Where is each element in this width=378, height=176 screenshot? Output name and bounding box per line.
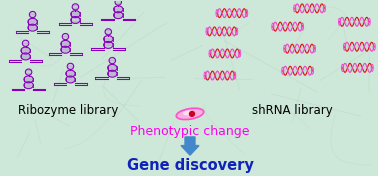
Ellipse shape xyxy=(301,44,304,53)
Ellipse shape xyxy=(243,8,246,18)
Ellipse shape xyxy=(351,42,353,51)
FancyArrow shape xyxy=(181,137,199,155)
Text: Phenotypic change: Phenotypic change xyxy=(130,125,250,138)
Ellipse shape xyxy=(311,44,313,53)
Ellipse shape xyxy=(306,4,308,13)
Ellipse shape xyxy=(363,63,366,73)
Ellipse shape xyxy=(369,63,371,73)
Ellipse shape xyxy=(216,49,219,58)
Ellipse shape xyxy=(226,49,229,58)
Ellipse shape xyxy=(289,22,291,31)
Ellipse shape xyxy=(301,4,304,13)
Ellipse shape xyxy=(366,42,368,51)
Ellipse shape xyxy=(349,63,351,73)
Ellipse shape xyxy=(296,44,299,53)
Ellipse shape xyxy=(289,66,291,75)
Ellipse shape xyxy=(183,110,193,115)
Ellipse shape xyxy=(231,49,234,58)
Ellipse shape xyxy=(231,71,234,80)
Ellipse shape xyxy=(304,66,307,75)
Ellipse shape xyxy=(291,44,294,53)
Circle shape xyxy=(189,112,194,116)
Ellipse shape xyxy=(284,66,287,75)
Ellipse shape xyxy=(226,71,229,80)
Ellipse shape xyxy=(176,108,204,120)
Ellipse shape xyxy=(321,4,323,13)
Ellipse shape xyxy=(353,63,356,73)
Ellipse shape xyxy=(211,49,214,58)
Ellipse shape xyxy=(308,66,311,75)
Ellipse shape xyxy=(361,42,363,51)
Ellipse shape xyxy=(299,66,301,75)
Ellipse shape xyxy=(316,4,318,13)
Ellipse shape xyxy=(344,63,346,73)
Ellipse shape xyxy=(356,42,358,51)
Ellipse shape xyxy=(345,42,349,51)
Ellipse shape xyxy=(216,71,219,80)
Ellipse shape xyxy=(345,17,349,26)
Ellipse shape xyxy=(299,22,301,31)
Ellipse shape xyxy=(206,71,209,80)
Text: shRNA library: shRNA library xyxy=(252,104,333,117)
Ellipse shape xyxy=(213,27,216,36)
Ellipse shape xyxy=(370,42,373,51)
Ellipse shape xyxy=(218,27,221,36)
Ellipse shape xyxy=(228,8,231,18)
Ellipse shape xyxy=(284,22,287,31)
Ellipse shape xyxy=(238,8,241,18)
Ellipse shape xyxy=(294,66,296,75)
Ellipse shape xyxy=(223,8,226,18)
Ellipse shape xyxy=(361,17,363,26)
Ellipse shape xyxy=(311,4,313,13)
Ellipse shape xyxy=(296,4,299,13)
Ellipse shape xyxy=(350,17,353,26)
Ellipse shape xyxy=(228,27,231,36)
Ellipse shape xyxy=(294,22,296,31)
Ellipse shape xyxy=(358,63,361,73)
Ellipse shape xyxy=(221,49,224,58)
Ellipse shape xyxy=(218,8,221,18)
Ellipse shape xyxy=(274,22,277,31)
Ellipse shape xyxy=(223,27,226,36)
Ellipse shape xyxy=(233,8,235,18)
Ellipse shape xyxy=(341,17,343,26)
Ellipse shape xyxy=(236,49,239,58)
Ellipse shape xyxy=(366,17,368,26)
Text: Ribozyme library: Ribozyme library xyxy=(18,104,119,117)
Text: Gene discovery: Gene discovery xyxy=(127,158,253,173)
Ellipse shape xyxy=(306,44,308,53)
Ellipse shape xyxy=(286,44,288,53)
Ellipse shape xyxy=(221,71,224,80)
Ellipse shape xyxy=(233,27,235,36)
Ellipse shape xyxy=(211,71,214,80)
Ellipse shape xyxy=(279,22,282,31)
Ellipse shape xyxy=(355,17,358,26)
Ellipse shape xyxy=(208,27,211,36)
